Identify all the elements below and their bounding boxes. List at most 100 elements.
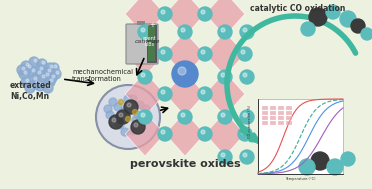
- Circle shape: [45, 77, 55, 87]
- Circle shape: [48, 85, 51, 88]
- Bar: [286, 116, 292, 120]
- Circle shape: [221, 73, 225, 77]
- Circle shape: [35, 65, 45, 75]
- Circle shape: [125, 116, 131, 122]
- Circle shape: [142, 105, 150, 113]
- Text: perovskite oxides: perovskite oxides: [130, 159, 240, 169]
- Circle shape: [119, 99, 124, 105]
- Bar: [262, 111, 268, 115]
- Circle shape: [56, 71, 59, 74]
- Polygon shape: [125, 112, 165, 156]
- Circle shape: [116, 121, 124, 129]
- Circle shape: [136, 101, 144, 109]
- Circle shape: [119, 113, 123, 117]
- Circle shape: [50, 65, 53, 68]
- Circle shape: [198, 47, 212, 61]
- Text: spent
LIBs: spent LIBs: [143, 36, 157, 47]
- Circle shape: [22, 67, 25, 70]
- Circle shape: [198, 87, 212, 101]
- Circle shape: [36, 81, 39, 84]
- Circle shape: [158, 7, 172, 21]
- Circle shape: [124, 100, 138, 114]
- Polygon shape: [165, 32, 205, 76]
- Circle shape: [52, 75, 55, 78]
- Circle shape: [243, 153, 247, 157]
- Text: extracted
Ni,Co,Mn: extracted Ni,Co,Mn: [10, 81, 52, 101]
- Circle shape: [37, 59, 47, 69]
- Circle shape: [17, 65, 27, 75]
- Circle shape: [178, 25, 192, 39]
- Circle shape: [24, 71, 27, 74]
- Circle shape: [238, 47, 252, 61]
- Circle shape: [141, 113, 145, 117]
- Circle shape: [49, 63, 59, 73]
- Bar: [270, 111, 276, 115]
- Bar: [262, 116, 268, 120]
- Circle shape: [218, 150, 232, 164]
- Circle shape: [51, 69, 61, 79]
- Circle shape: [218, 70, 232, 84]
- Circle shape: [42, 61, 45, 64]
- Circle shape: [181, 28, 185, 32]
- Circle shape: [178, 110, 192, 124]
- Bar: [278, 116, 284, 120]
- Circle shape: [127, 103, 131, 107]
- Circle shape: [240, 150, 254, 164]
- Bar: [258, 99, 343, 174]
- Circle shape: [243, 28, 247, 32]
- Polygon shape: [205, 112, 245, 156]
- Circle shape: [172, 61, 198, 87]
- Circle shape: [47, 73, 57, 83]
- Circle shape: [241, 50, 245, 54]
- Circle shape: [198, 7, 212, 21]
- Circle shape: [116, 110, 130, 124]
- Circle shape: [301, 22, 315, 36]
- Polygon shape: [125, 0, 165, 36]
- Circle shape: [21, 61, 31, 71]
- Circle shape: [311, 152, 329, 170]
- Circle shape: [27, 67, 37, 77]
- Circle shape: [26, 63, 29, 66]
- Circle shape: [138, 110, 152, 124]
- Circle shape: [326, 5, 340, 19]
- Circle shape: [43, 83, 53, 93]
- Circle shape: [240, 70, 254, 84]
- Circle shape: [109, 98, 117, 106]
- Text: Temperature (°C): Temperature (°C): [285, 177, 316, 181]
- Circle shape: [50, 79, 53, 82]
- Text: CO conversion (%): CO conversion (%): [248, 104, 252, 138]
- Circle shape: [45, 63, 55, 73]
- Circle shape: [41, 71, 51, 81]
- Circle shape: [161, 90, 165, 94]
- Polygon shape: [165, 0, 205, 36]
- Polygon shape: [205, 0, 245, 36]
- Circle shape: [351, 19, 365, 33]
- Circle shape: [181, 113, 185, 117]
- Circle shape: [38, 71, 41, 74]
- Bar: [270, 121, 276, 125]
- Circle shape: [23, 63, 33, 73]
- Circle shape: [221, 113, 225, 117]
- Polygon shape: [165, 72, 205, 116]
- Circle shape: [34, 59, 37, 62]
- Polygon shape: [165, 112, 205, 156]
- Circle shape: [241, 130, 245, 134]
- Polygon shape: [125, 32, 165, 76]
- Circle shape: [134, 111, 142, 119]
- Polygon shape: [205, 72, 245, 116]
- Circle shape: [21, 77, 31, 87]
- Circle shape: [34, 77, 37, 80]
- Circle shape: [31, 79, 41, 89]
- Circle shape: [29, 57, 39, 67]
- Circle shape: [161, 130, 165, 134]
- Text: +: +: [149, 22, 155, 28]
- Circle shape: [114, 103, 122, 111]
- Circle shape: [309, 8, 327, 26]
- Circle shape: [29, 75, 39, 85]
- Circle shape: [46, 73, 49, 76]
- Circle shape: [158, 47, 172, 61]
- Circle shape: [43, 67, 53, 77]
- Circle shape: [32, 69, 35, 72]
- Circle shape: [37, 73, 47, 83]
- Circle shape: [132, 109, 138, 115]
